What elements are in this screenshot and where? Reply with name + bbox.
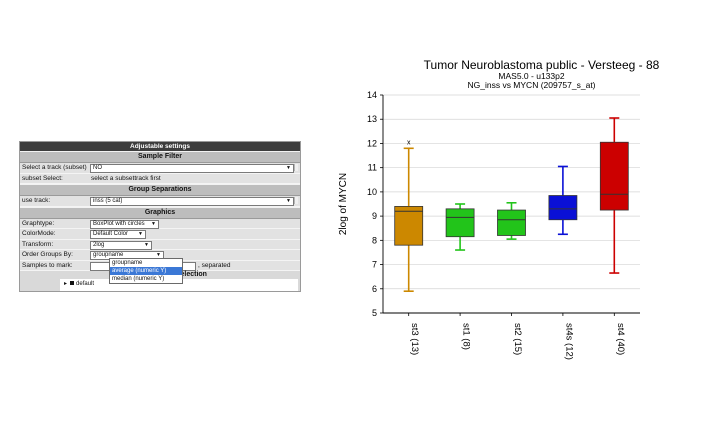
tree-item-default[interactable]: ▸ default	[64, 280, 94, 287]
box-outlier: x	[407, 140, 411, 147]
order-option-highlighted[interactable]: average (numeric Y)	[110, 267, 182, 275]
sample-filter-header: Sample Filter	[20, 151, 300, 163]
partial-section-header: y Selection	[170, 271, 207, 278]
y-tick-label: 10	[367, 187, 377, 197]
chart-subtitle-2: NG_inss vs MYCN (209757_s_at)	[467, 80, 595, 90]
y-tick-label: 7	[372, 260, 377, 270]
caret-right-icon[interactable]: ▸	[64, 281, 68, 287]
box-body	[445, 208, 475, 238]
box-body	[394, 206, 424, 246]
order-option[interactable]: median (numeric Y)	[112, 276, 165, 282]
colormode-row: ColorMode: Default Color ▼	[20, 229, 300, 240]
y-axis-label: 2log of MYCN	[338, 173, 349, 235]
chevron-down-icon: ▼	[286, 198, 291, 204]
subset-select-row: subset Select: select a subsettrack firs…	[20, 173, 300, 184]
boxplot-chart: Tumor Neuroblastoma public - Versteeg - …	[330, 55, 720, 416]
use-track-row: use track: inss (5 cat) ▼	[20, 196, 300, 207]
chart-title: Tumor Neuroblastoma public - Versteeg - …	[424, 58, 660, 72]
transform-value: 2log	[93, 241, 105, 248]
graphtype-row: Graphtype: BoxPlot with circles ▼	[20, 218, 300, 229]
group-separations-header: Group Separations	[20, 184, 300, 196]
order-option[interactable]: groupname	[112, 260, 143, 266]
x-tick-label: st4 (40)	[615, 323, 626, 355]
y-tick-label: 14	[367, 90, 377, 100]
colormode-label: ColorMode:	[22, 230, 56, 237]
graphics-header: Graphics	[20, 206, 300, 219]
y-tick-label: 9	[372, 211, 377, 221]
transform-row: Transform: 2log ▼	[20, 239, 300, 250]
settings-title: Adjustable settings	[20, 142, 300, 151]
x-tick-label: st3 (13)	[409, 323, 420, 355]
chevron-down-icon: ▼	[138, 231, 143, 237]
x-tick-label: st2 (15)	[512, 323, 523, 355]
subset-select-label: subset Select:	[22, 174, 63, 182]
chevron-down-icon: ▼	[151, 220, 156, 227]
subset-select-value: select a subsettrack first	[91, 174, 161, 182]
order-groups-label: Order Groups By:	[22, 251, 73, 258]
colormode-value: Default Color	[93, 231, 129, 237]
use-track-label: use track:	[22, 197, 51, 204]
select-track-row: Select a track (subset) NO ▼	[20, 163, 300, 174]
y-tick-label: 12	[367, 138, 377, 148]
x-tick-label: st1 (8)	[461, 323, 472, 350]
y-tick-label: 5	[372, 308, 377, 318]
chart-subtitle-1: MAS5.0 - u133p2	[498, 71, 564, 81]
use-track-dropdown[interactable]: inss (5 cat) ▼	[90, 197, 294, 206]
adjustable-settings-panel: Adjustable settings Sample Filter Select…	[19, 141, 301, 292]
use-track-value: inss (5 cat)	[93, 198, 123, 204]
chevron-down-icon: ▼	[156, 252, 161, 258]
chart-svg: Tumor Neuroblastoma public - Versteeg - …	[338, 58, 660, 360]
plot-area: 5 6 7 8 9 10 11 12 13 14 x st3 (13) st1 (8) st2 (15) s…	[367, 90, 640, 360]
x-tick-label: st4s (12)	[563, 323, 574, 360]
y-tick-label: 13	[367, 114, 377, 124]
y-tick-label: 6	[372, 284, 377, 294]
samples-to-mark-suffix: , separated	[198, 261, 231, 269]
chevron-down-icon: ▼	[144, 241, 149, 248]
y-tick-label: 11	[368, 163, 377, 173]
graphtype-value: BoxPlot with circles	[93, 220, 145, 227]
y-tick-label: 8	[372, 235, 377, 245]
chevron-down-icon: ▼	[286, 165, 291, 171]
box-body	[599, 141, 629, 211]
tree-item-label: default	[76, 281, 95, 287]
scrollbar[interactable]	[294, 164, 298, 171]
transform-label: Transform:	[22, 240, 54, 248]
select-track-label: Select a track (subset)	[22, 164, 87, 171]
order-groups-value: groupname	[93, 252, 124, 258]
graphtype-label: Graphtype:	[22, 219, 55, 227]
transform-dropdown[interactable]: 2log ▼	[90, 240, 152, 250]
select-track-value: NO	[93, 165, 102, 171]
select-track-dropdown[interactable]: NO ▼	[90, 164, 294, 173]
samples-to-mark-label: Samples to mark:	[22, 261, 73, 269]
colormode-dropdown[interactable]: Default Color ▼	[90, 230, 146, 239]
scrollbar[interactable]	[294, 197, 298, 204]
order-groups-options-list[interactable]: groupname average (numeric Y) median (nu…	[109, 258, 183, 284]
box-body	[548, 195, 578, 221]
box-body	[497, 209, 526, 236]
folder-icon	[70, 281, 75, 285]
graphtype-dropdown[interactable]: BoxPlot with circles ▼	[90, 219, 159, 229]
